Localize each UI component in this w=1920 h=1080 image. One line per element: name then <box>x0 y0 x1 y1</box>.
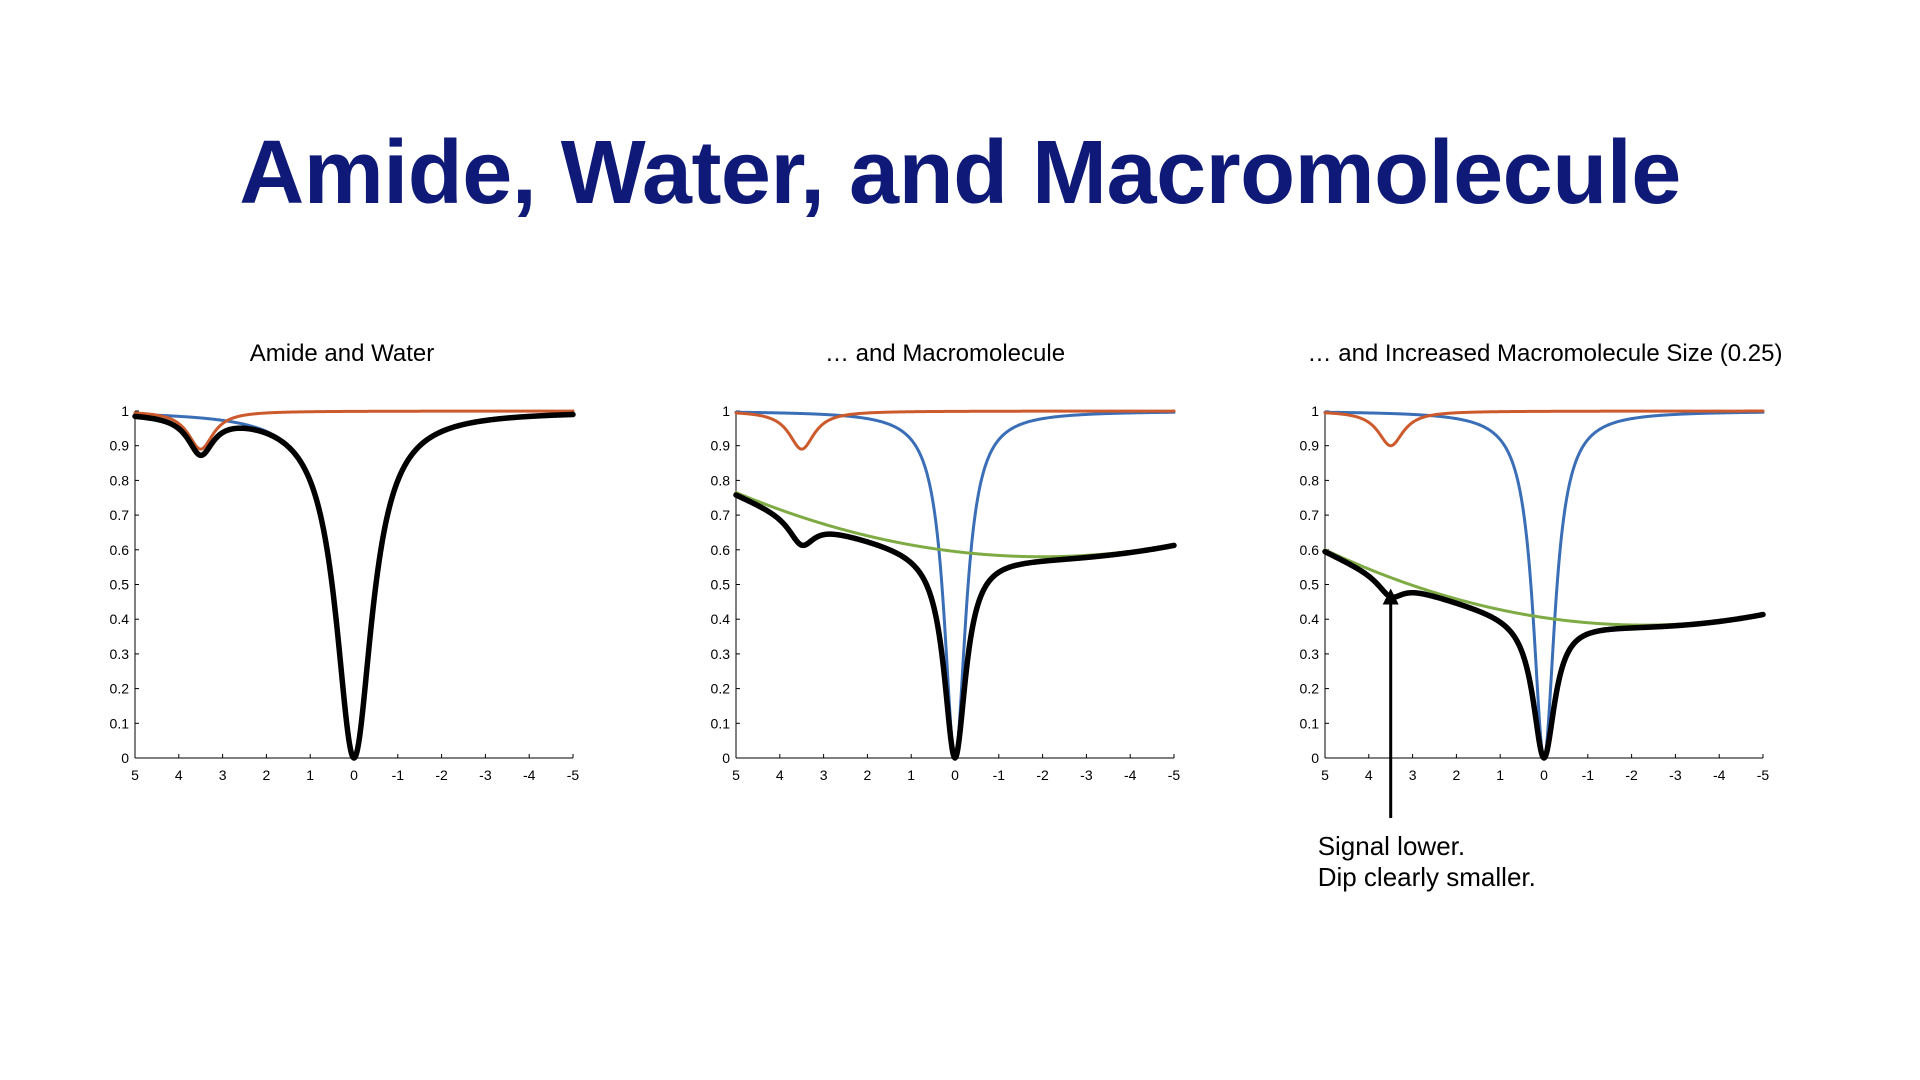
x-tick-label: -3 <box>479 767 492 783</box>
y-tick-label: 1 <box>121 403 129 419</box>
x-tick-label: 5 <box>732 767 740 783</box>
x-tick-label: 2 <box>1453 767 1461 783</box>
y-tick-label: 0.9 <box>1300 438 1320 454</box>
y-tick-label: 0.5 <box>1300 577 1320 593</box>
x-tick-label: -2 <box>435 767 448 783</box>
annotation-text-line-2: Dip clearly smaller. <box>1318 862 1536 892</box>
y-tick-label: 0.6 <box>110 542 130 558</box>
series-amide-3 <box>1323 409 1765 448</box>
x-tick-label: 3 <box>1409 767 1417 783</box>
x-tick-label: 1 <box>907 767 915 783</box>
y-tick-label: 0.3 <box>711 646 731 662</box>
x-tick-label: 0 <box>350 767 358 783</box>
x-tick-label: 1 <box>1496 767 1504 783</box>
y-tick-label: 0.7 <box>711 507 731 523</box>
x-tick-label: 3 <box>820 767 828 783</box>
x-tick-label: 4 <box>175 767 183 783</box>
x-tick-label: -5 <box>1168 767 1181 783</box>
series-water-2 <box>734 410 1176 760</box>
x-tick-label: -5 <box>567 767 580 783</box>
x-tick-label: -4 <box>1124 767 1137 783</box>
series-water-1 <box>133 412 575 760</box>
y-tick-label: 0.5 <box>110 577 130 593</box>
y-tick-label: 0.5 <box>711 577 731 593</box>
y-tick-label: 0 <box>722 750 730 766</box>
y-tick-label: 0.8 <box>110 472 130 488</box>
y-tick-label: 0.1 <box>1300 715 1320 731</box>
x-tick-label: -5 <box>1757 767 1770 783</box>
x-tick-label: -4 <box>523 767 536 783</box>
series-total-1 <box>132 411 576 761</box>
x-tick-label: 3 <box>219 767 227 783</box>
x-tick-label: 0 <box>951 767 959 783</box>
series-total-3 <box>1322 548 1766 761</box>
x-tick-label: 5 <box>1321 767 1329 783</box>
y-tick-label: 0.4 <box>1300 611 1320 627</box>
y-tick-label: 0.6 <box>711 542 731 558</box>
x-tick-label: 0 <box>1540 767 1548 783</box>
y-tick-label: 0.7 <box>1300 507 1320 523</box>
x-tick-label: 4 <box>776 767 784 783</box>
y-tick-label: 0.7 <box>110 507 130 523</box>
annotation-text-line-1: Signal lower. <box>1318 831 1465 861</box>
series-amide-2 <box>734 409 1176 451</box>
y-tick-label: 0.6 <box>1300 542 1320 558</box>
y-tick-label: 0.9 <box>711 438 731 454</box>
y-tick-label: 1 <box>722 403 730 419</box>
y-tick-label: 0.2 <box>711 681 731 697</box>
x-tick-label: -1 <box>993 767 1006 783</box>
x-tick-label: -3 <box>1669 767 1682 783</box>
y-tick-label: 0.4 <box>110 611 130 627</box>
y-tick-label: 0.9 <box>110 438 130 454</box>
chart-title-1: Amide and Water <box>250 340 435 367</box>
x-tick-label: 5 <box>131 767 139 783</box>
chart-title-2: … and Macromolecule <box>825 340 1065 367</box>
x-tick-label: 2 <box>263 767 271 783</box>
y-tick-label: 0.8 <box>1300 472 1320 488</box>
x-tick-label: -2 <box>1036 767 1049 783</box>
y-tick-label: 0.1 <box>711 715 731 731</box>
chart-title-3: … and Increased Macromolecule Size (0.25… <box>1308 340 1783 367</box>
y-tick-label: 0.2 <box>1300 681 1320 697</box>
y-tick-label: 0 <box>121 750 129 766</box>
y-tick-label: 1 <box>1311 403 1319 419</box>
x-tick-label: 1 <box>306 767 314 783</box>
y-tick-label: 0 <box>1311 750 1319 766</box>
x-tick-label: -3 <box>1080 767 1093 783</box>
y-tick-label: 0.1 <box>110 715 130 731</box>
y-tick-label: 0.8 <box>711 472 731 488</box>
x-tick-label: -4 <box>1713 767 1726 783</box>
y-tick-label: 0.4 <box>711 611 731 627</box>
x-tick-label: -1 <box>392 767 405 783</box>
series-total-2 <box>733 492 1177 761</box>
x-tick-label: -1 <box>1582 767 1595 783</box>
x-tick-label: 2 <box>864 767 872 783</box>
x-tick-label: 4 <box>1365 767 1373 783</box>
slide-title: Amide, Water, and Macromolecule <box>239 123 1681 223</box>
y-tick-label: 0.2 <box>110 681 130 697</box>
annotation-arrow-head <box>1382 588 1399 605</box>
series-amide-1 <box>133 409 575 451</box>
y-tick-label: 0.3 <box>110 646 130 662</box>
y-tick-label: 0.3 <box>1300 646 1320 662</box>
x-tick-label: -2 <box>1625 767 1638 783</box>
